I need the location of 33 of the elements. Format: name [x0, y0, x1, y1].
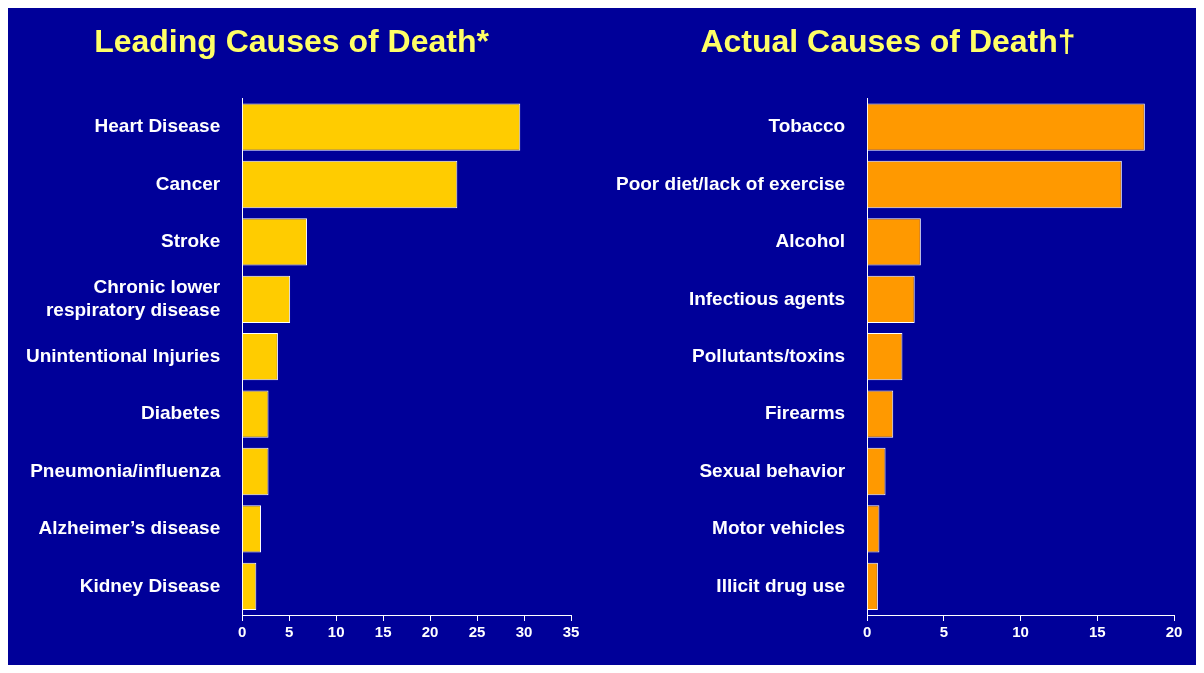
- y-tick-label: Stroke: [161, 230, 221, 252]
- y-tick-label: Cancer: [155, 172, 221, 194]
- y-tick-label: Illicit drug use: [716, 574, 846, 596]
- x-tick-label: 5: [939, 623, 949, 641]
- y-tick-label: Diabetes: [141, 402, 221, 424]
- x-tick-label: 15: [374, 623, 392, 641]
- y-tick-label: Chronic lower respiratory disease: [45, 276, 221, 320]
- x-tick-label: 30: [515, 623, 533, 641]
- x-tick-label: 0: [862, 623, 872, 641]
- y-tick-label: Pollutants/toxins: [692, 344, 846, 366]
- y-tick-label: Sexual behavior: [699, 459, 846, 481]
- y-tick-label: Infectious agents: [688, 287, 846, 309]
- y-tick-label: Kidney Disease: [79, 574, 221, 596]
- y-tick-label: Poor diet/lack of exercise: [615, 172, 846, 194]
- x-tick-label: 15: [1088, 623, 1106, 641]
- y-tick-label: Tobacco: [768, 115, 846, 137]
- y-tick-label: Motor vehicles: [712, 517, 846, 539]
- x-tick-label: 20: [1165, 623, 1183, 641]
- chart-title: Actual Causes of Death†: [700, 23, 1076, 60]
- y-tick-label: Heart Disease: [94, 115, 221, 137]
- y-tick-label: Alzheimer’s disease: [38, 517, 221, 539]
- x-tick-label: 10: [327, 623, 345, 641]
- chart-title: Leading Causes of Death*: [94, 23, 490, 60]
- x-tick-label: 5: [285, 623, 294, 641]
- x-tick-label: 10: [1012, 623, 1029, 641]
- x-tick-label: 25: [468, 623, 486, 641]
- y-tick-label: Firearms: [764, 402, 846, 424]
- y-tick-label: Pneumonia/influenza: [30, 459, 221, 481]
- x-tick-label: 35: [562, 623, 580, 641]
- y-tick-label: Unintentional Injuries: [26, 344, 221, 366]
- x-tick-label: 0: [238, 623, 247, 641]
- y-tick-label: Alcohol: [775, 230, 846, 252]
- x-tick-label: 20: [421, 623, 439, 641]
